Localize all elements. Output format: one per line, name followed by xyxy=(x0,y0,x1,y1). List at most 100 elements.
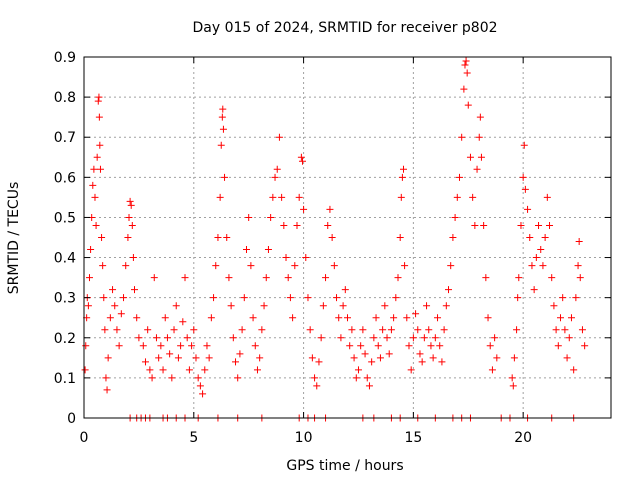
data-point xyxy=(109,286,117,294)
x-tick-label: 20 xyxy=(514,430,532,446)
data-point xyxy=(385,350,393,358)
data-point xyxy=(106,314,114,322)
data-point xyxy=(282,254,290,262)
data-point xyxy=(87,246,95,254)
data-point xyxy=(267,213,275,221)
data-point xyxy=(493,354,501,362)
data-point xyxy=(372,314,380,322)
data-point xyxy=(464,101,472,109)
data-point xyxy=(526,234,534,241)
data-point xyxy=(127,201,135,209)
data-point xyxy=(129,254,137,262)
data-point xyxy=(217,141,225,149)
data-point xyxy=(96,165,104,173)
data-point xyxy=(532,254,540,262)
data-point xyxy=(284,274,292,282)
data-point xyxy=(339,302,347,310)
data-point xyxy=(218,113,226,121)
data-point xyxy=(418,358,426,366)
data-point xyxy=(361,350,369,358)
data-point xyxy=(103,386,111,394)
data-point xyxy=(535,221,543,229)
data-point xyxy=(357,342,365,350)
data-point xyxy=(337,334,345,342)
data-point xyxy=(469,193,477,201)
data-point xyxy=(412,310,420,318)
data-point xyxy=(157,342,165,350)
data-point xyxy=(539,262,547,270)
data-point xyxy=(93,153,101,161)
data-point xyxy=(238,326,246,334)
data-point xyxy=(451,213,459,221)
data-point xyxy=(101,326,109,334)
data-point xyxy=(177,342,185,350)
data-point xyxy=(455,173,463,181)
data-point xyxy=(141,358,149,366)
data-point xyxy=(578,326,586,334)
data-point xyxy=(315,358,323,366)
data-point xyxy=(219,125,227,133)
data-point xyxy=(253,366,261,374)
data-point xyxy=(488,366,496,374)
data-point xyxy=(190,326,198,334)
data-point xyxy=(100,294,108,302)
data-point xyxy=(514,294,522,302)
data-point xyxy=(383,334,391,342)
data-point xyxy=(94,97,102,105)
data-point xyxy=(271,173,279,181)
data-point xyxy=(431,334,439,342)
y-tick-label: 0.1 xyxy=(54,371,76,387)
data-point xyxy=(172,302,180,310)
data-point xyxy=(552,326,560,334)
data-point xyxy=(260,302,268,310)
data-point xyxy=(491,334,499,342)
data-point xyxy=(453,193,461,201)
data-point xyxy=(308,354,316,362)
data-point xyxy=(247,262,255,270)
data-point xyxy=(168,374,176,382)
data-point xyxy=(387,326,395,334)
data-point xyxy=(95,113,103,121)
data-point xyxy=(201,366,209,374)
data-point xyxy=(84,302,92,310)
data-point xyxy=(405,342,413,350)
data-point xyxy=(541,234,549,241)
data-point xyxy=(513,326,521,334)
data-point xyxy=(434,314,442,322)
data-point xyxy=(249,314,257,322)
data-point xyxy=(319,302,327,310)
data-point xyxy=(352,374,360,382)
data-point xyxy=(240,294,248,302)
data-point xyxy=(396,234,404,241)
data-point xyxy=(477,153,485,161)
data-point xyxy=(359,326,367,334)
data-point xyxy=(398,173,406,181)
data-point xyxy=(174,354,182,362)
data-point xyxy=(192,354,200,362)
data-point xyxy=(317,334,325,342)
data-point xyxy=(304,294,312,302)
data-point xyxy=(475,133,483,141)
data-point xyxy=(462,57,470,65)
data-point xyxy=(508,374,516,382)
data-point xyxy=(574,262,582,270)
data-point xyxy=(227,302,235,310)
data-point xyxy=(264,246,272,254)
data-point xyxy=(416,350,424,358)
data-point xyxy=(256,354,264,362)
data-point xyxy=(324,221,332,229)
data-point xyxy=(126,197,134,205)
data-point xyxy=(473,165,481,173)
data-point xyxy=(113,326,121,334)
data-point xyxy=(205,354,213,362)
data-point xyxy=(286,294,294,302)
data-point xyxy=(436,342,444,350)
data-point xyxy=(520,141,528,149)
data-point xyxy=(273,165,281,173)
data-point xyxy=(262,274,270,282)
data-point xyxy=(399,165,407,173)
data-point xyxy=(146,366,154,374)
data-point xyxy=(438,358,446,366)
data-point xyxy=(111,302,119,310)
data-point xyxy=(275,133,283,141)
